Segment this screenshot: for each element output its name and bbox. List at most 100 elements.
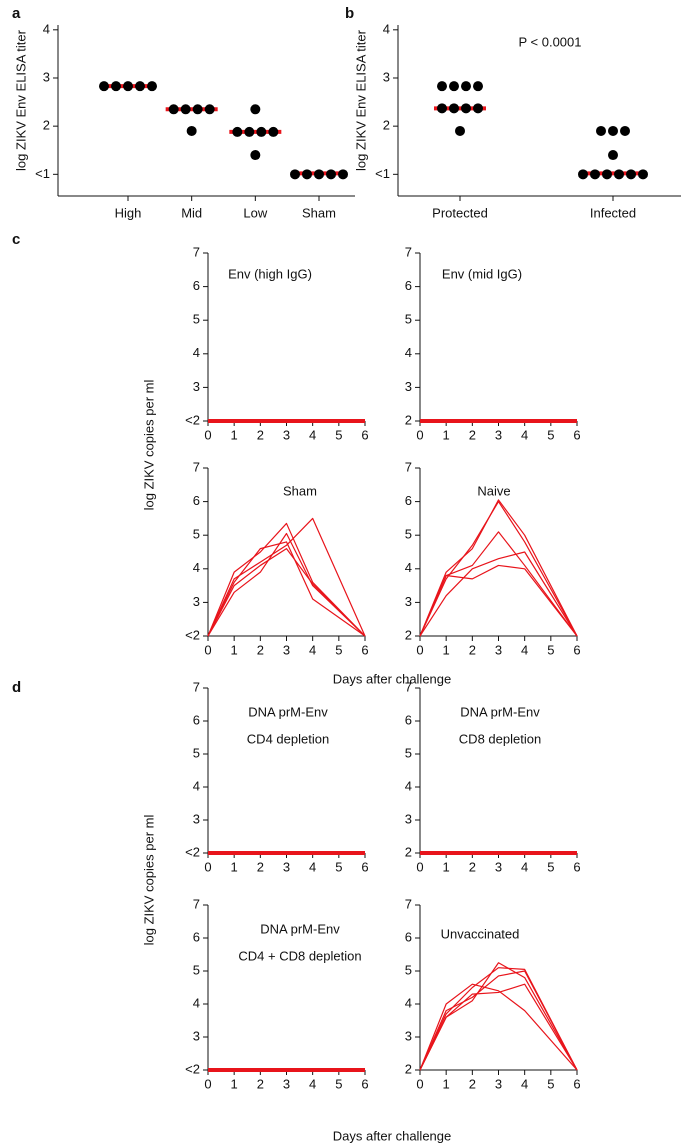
- x-tick-label: 5: [335, 1076, 342, 1091]
- panel-title: DNA prM-Env: [248, 704, 328, 719]
- dot: [204, 104, 215, 115]
- series-line: [207, 541, 366, 637]
- x-tick-label: 3: [283, 1076, 290, 1091]
- dot: [250, 104, 261, 115]
- y-tick-label: 7: [405, 459, 412, 474]
- x-tick-label: 0: [416, 859, 423, 874]
- dot: [338, 169, 348, 180]
- x-tick-label: 1: [231, 859, 238, 874]
- dot: [449, 103, 459, 114]
- y-tick-label: <2: [185, 844, 200, 859]
- dot: [302, 169, 312, 180]
- dot: [135, 81, 145, 92]
- x-tick-label: 6: [361, 859, 368, 874]
- x-tick-label: 5: [335, 859, 342, 874]
- y-tick-label: 4: [405, 560, 412, 575]
- y-tick-label: <2: [185, 412, 200, 427]
- x-tick-label: 4: [521, 427, 528, 442]
- panel-title: Env (high IgG): [228, 266, 312, 281]
- x-tick-label: 6: [573, 1076, 580, 1091]
- dot: [314, 169, 324, 180]
- y-axis-label: log ZIKV copies per ml: [141, 815, 156, 946]
- panel-title: CD8 depletion: [459, 731, 541, 746]
- y-tick-label: 5: [405, 962, 412, 977]
- series-line: [419, 564, 578, 637]
- dot: [232, 126, 243, 137]
- x-tick-label: 3: [495, 642, 502, 657]
- dot: [256, 126, 267, 137]
- y-axis-label: log ZIKV Env ELISA titer: [13, 29, 28, 171]
- dot: [437, 103, 447, 114]
- dot: [449, 81, 459, 92]
- panel-title: Env (mid IgG): [442, 266, 522, 281]
- y-tick-label: 4: [193, 345, 200, 360]
- y-tick-label: 3: [193, 811, 200, 826]
- x-tick-label: 2: [469, 642, 476, 657]
- y-tick-label: 7: [193, 679, 200, 694]
- x-tick-label: 2: [257, 427, 264, 442]
- y-tick-label: 2: [383, 118, 390, 133]
- y-tick-label: 2: [405, 412, 412, 427]
- y-tick-label: 6: [193, 712, 200, 727]
- dot: [602, 169, 612, 180]
- series-line: [419, 983, 578, 1071]
- dot: [590, 169, 600, 180]
- y-tick-label: 6: [193, 493, 200, 508]
- y-tick-label: 3: [193, 1028, 200, 1043]
- y-tick-label: 6: [405, 929, 412, 944]
- x-tick-label: 1: [443, 642, 450, 657]
- panel-title: DNA prM-Env: [260, 921, 340, 936]
- series-line: [207, 522, 366, 637]
- dot: [461, 103, 471, 114]
- x-tick-label: 3: [495, 427, 502, 442]
- x-tick-label: 5: [335, 427, 342, 442]
- y-tick-label: 4: [193, 560, 200, 575]
- x-tick-label: Sham: [302, 205, 336, 220]
- x-tick-label: 4: [309, 859, 316, 874]
- y-tick-label: 2: [43, 118, 50, 133]
- x-tick-label: 4: [309, 642, 316, 657]
- x-tick-label: 5: [547, 427, 554, 442]
- dot: [290, 169, 300, 180]
- series-line: [419, 551, 578, 637]
- x-axis-label: Days after challenge: [333, 1128, 452, 1143]
- x-tick-label: 6: [361, 427, 368, 442]
- y-tick-label: <2: [185, 627, 200, 642]
- x-tick-label: 1: [231, 1076, 238, 1091]
- y-tick-label: 3: [405, 594, 412, 609]
- y-tick-label: 4: [405, 345, 412, 360]
- y-tick-label: 4: [383, 21, 390, 36]
- x-tick-label: 1: [231, 642, 238, 657]
- x-tick-label: 3: [283, 427, 290, 442]
- dot: [614, 169, 624, 180]
- x-tick-label: 2: [257, 1076, 264, 1091]
- annotation: P < 0.0001: [518, 34, 581, 49]
- dot: [180, 104, 191, 115]
- x-tick-label: Mid: [181, 205, 202, 220]
- y-tick-label: <1: [35, 166, 50, 181]
- y-tick-label: 6: [405, 712, 412, 727]
- panel-title: Unvaccinated: [441, 926, 520, 941]
- y-tick-label: <1: [375, 166, 390, 181]
- x-tick-label: 1: [443, 427, 450, 442]
- dot: [250, 150, 261, 161]
- dot: [111, 81, 121, 92]
- dot: [473, 81, 483, 92]
- y-tick-label: 5: [405, 527, 412, 542]
- y-tick-label: 2: [405, 627, 412, 642]
- dot: [455, 125, 465, 136]
- x-tick-label: High: [115, 205, 142, 220]
- y-tick-label: 6: [193, 278, 200, 293]
- y-tick-label: 4: [193, 778, 200, 793]
- dot: [123, 81, 133, 92]
- y-axis-label: log ZIKV copies per ml: [141, 380, 156, 511]
- dot: [437, 81, 447, 92]
- x-tick-label: 5: [547, 1076, 554, 1091]
- panel-label: b: [345, 5, 354, 22]
- y-tick-label: 4: [43, 21, 50, 36]
- dot: [638, 169, 648, 180]
- series-line: [207, 548, 366, 637]
- x-tick-label: 5: [335, 642, 342, 657]
- series-line: [419, 501, 578, 637]
